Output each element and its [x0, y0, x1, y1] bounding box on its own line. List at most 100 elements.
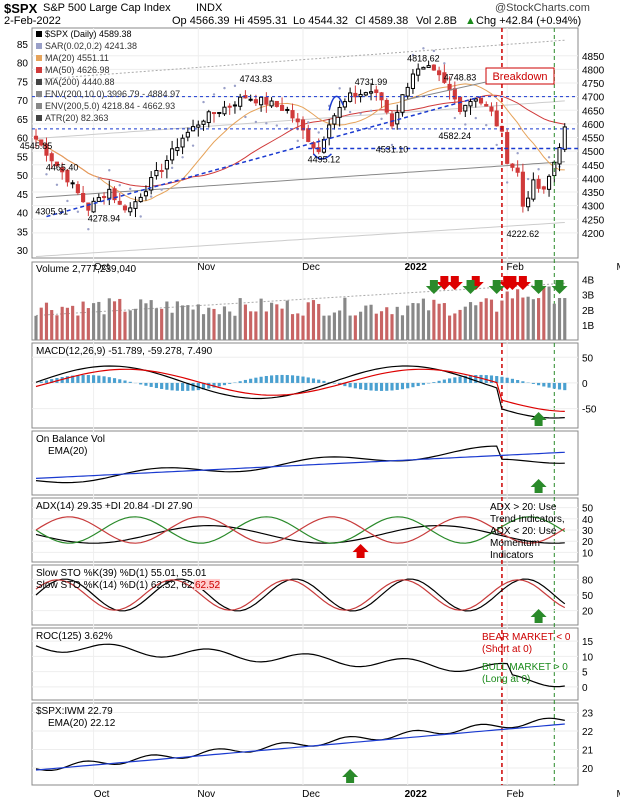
macd-histogram-bar	[463, 375, 467, 383]
rising-trendline	[46, 95, 482, 218]
volume-bar	[364, 305, 368, 340]
volume-bar	[468, 302, 473, 340]
price-candle	[337, 106, 342, 118]
price-candle	[117, 200, 122, 205]
macd-histogram-bar	[552, 382, 556, 389]
macd-line	[35, 365, 565, 419]
volume-bar	[55, 315, 59, 340]
price-candle	[269, 100, 274, 107]
price-legend-label: ATR(20) 82.363	[45, 113, 108, 123]
volume-bar	[338, 310, 342, 340]
price-x-label: Feb	[507, 262, 525, 273]
volume-bar	[86, 308, 90, 340]
bottom-x-label: Nov	[197, 789, 215, 800]
adx-tick-label: 20	[582, 537, 594, 548]
adx-line	[35, 524, 565, 544]
price-candle	[33, 135, 39, 140]
price-candle	[353, 92, 358, 98]
macd-histogram-bar	[149, 382, 153, 387]
adx-tick-label: 50	[582, 504, 594, 515]
macd-histogram-bar	[385, 382, 389, 391]
adx-note: ADX > 20: Use	[490, 502, 557, 513]
price-candle	[311, 142, 316, 149]
green-arrow-icon	[462, 280, 479, 294]
volume-bar	[191, 309, 195, 340]
volume-bar	[521, 297, 525, 340]
sar-dot	[443, 62, 446, 65]
price-tick-label: 4250	[582, 215, 605, 226]
macd-histogram-bar	[301, 376, 305, 383]
volume-bar	[92, 303, 96, 340]
macd-histogram-bar	[186, 382, 190, 391]
price-candle	[416, 68, 421, 76]
change-value: Chg +42.84 (+0.94%)	[476, 15, 582, 27]
price-candle	[405, 86, 410, 97]
volume-bar	[359, 311, 363, 340]
price-candle	[44, 143, 49, 156]
price-tick-label: 4200	[582, 229, 605, 240]
price-candle	[133, 201, 138, 209]
panel-obv	[31, 430, 579, 496]
volume-bar	[500, 300, 504, 340]
breakdown-callout-text: Breakdown	[492, 71, 547, 83]
price-legend-label: ENV(200,10.0) 3996.79 - 4884.97	[45, 89, 180, 99]
price-legend-swatch	[36, 79, 42, 85]
sar-dot	[485, 123, 488, 127]
ratio-up-arrow-icon	[342, 769, 359, 783]
macd-histogram-bar	[390, 382, 394, 391]
atr-tick-label: 35	[17, 227, 29, 238]
macd-histogram-bar	[458, 376, 462, 383]
macd-histogram-bar	[537, 382, 541, 386]
price-candle	[526, 197, 531, 208]
atr-tick-label: 65	[17, 115, 29, 126]
sar-dot	[432, 49, 436, 53]
price-x-label: Oct	[94, 262, 110, 273]
macd-histogram-bar	[275, 375, 279, 383]
price-x-label: Mar	[617, 262, 620, 273]
atr-tick-label: 50	[17, 171, 29, 182]
price-candle	[180, 137, 185, 148]
volume-bar	[50, 310, 54, 340]
adx-note: Momentum	[490, 538, 540, 549]
macd-histogram-bar	[374, 382, 378, 391]
price-candle	[39, 139, 44, 146]
green-arrow-icon	[551, 280, 568, 294]
sar-dot	[505, 181, 509, 184]
price-candle	[143, 191, 149, 197]
macd-histogram-bar	[453, 377, 457, 383]
price-tick-label: 4600	[582, 120, 605, 131]
macd-histogram-bar	[479, 374, 483, 383]
ratio-ema-line	[35, 723, 565, 771]
price-candle	[222, 106, 227, 115]
price-candle	[138, 196, 143, 203]
macd-histogram-bar	[437, 380, 441, 383]
macd-histogram-bar	[86, 374, 90, 383]
sar-dot	[66, 199, 69, 203]
price-candle	[442, 72, 447, 83]
price-candle	[75, 184, 80, 194]
macd-histogram-bar	[353, 382, 357, 389]
volume-bar	[311, 300, 316, 340]
volume-bar	[489, 299, 494, 340]
macd-histogram-bar	[222, 382, 227, 386]
bottom-x-label: Mar	[617, 789, 620, 800]
macd-histogram-bar	[50, 379, 54, 383]
sar-dot	[129, 187, 132, 191]
change-arrow-icon: ▲	[465, 15, 476, 27]
price-candle	[368, 91, 374, 94]
macd-histogram-bar	[400, 382, 405, 390]
volume-bar	[154, 308, 158, 340]
atr-tick-label: 70	[17, 96, 29, 107]
volume-bar	[249, 311, 253, 340]
adx-label: ADX(14) 29.35 +DI 20.84 -DI 27.90	[36, 501, 193, 512]
volume-bar	[201, 314, 206, 340]
watermark: @StockCharts.com	[495, 2, 590, 14]
roc-tick-label: 10	[582, 652, 594, 663]
price-candle	[164, 159, 169, 170]
roc-line	[35, 643, 565, 688]
price-candle	[60, 167, 65, 173]
price-candle	[274, 100, 279, 107]
sar-dot	[181, 156, 184, 159]
price-candle	[253, 99, 258, 104]
red-down-arrow-icon	[436, 276, 453, 290]
